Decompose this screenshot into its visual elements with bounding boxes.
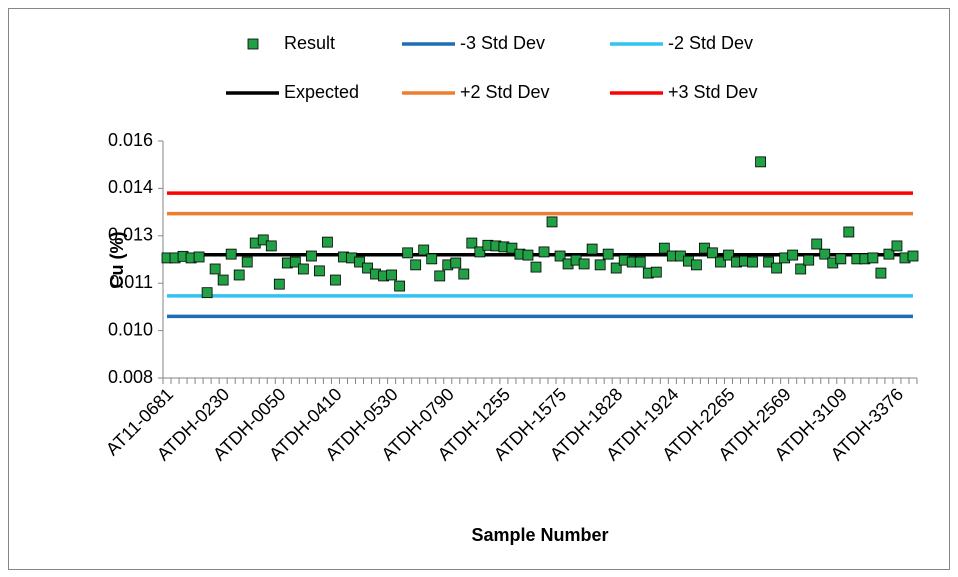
x-axis-title: Sample Number [471, 525, 608, 545]
data-point [650, 266, 662, 278]
legend-label: Result [284, 33, 335, 53]
data-point [314, 265, 325, 277]
data-point [578, 258, 590, 270]
data-point [546, 216, 558, 228]
data-point [209, 263, 221, 275]
data-point [787, 249, 799, 261]
data-point [691, 259, 702, 271]
data-point [386, 269, 398, 281]
data-point [658, 242, 670, 254]
data-point [426, 253, 438, 265]
data-point [289, 256, 301, 268]
data-point [305, 250, 317, 262]
y-tick-label: 0.010 [108, 319, 153, 339]
data-point [715, 256, 726, 268]
chart-border [8, 8, 950, 570]
data-point [538, 246, 550, 258]
data-point [458, 268, 470, 280]
y-tick-label: 0.014 [108, 177, 153, 197]
data-point [891, 240, 903, 252]
data-point [394, 280, 406, 292]
data-point [506, 242, 518, 254]
y-tick-label: 0.013 [108, 225, 153, 245]
data-point [241, 256, 253, 268]
data-point [322, 236, 333, 248]
data-point [362, 262, 373, 274]
y-tick-label: 0.011 [109, 272, 153, 292]
data-point [875, 267, 887, 279]
data-point [747, 256, 758, 268]
data-point [843, 226, 855, 238]
data-point [811, 238, 823, 250]
data-point [723, 249, 734, 261]
data-point [634, 256, 646, 268]
data-point [466, 237, 478, 249]
data-point [402, 247, 414, 259]
data-point [803, 254, 815, 266]
data-point [594, 259, 606, 271]
data-point [867, 252, 879, 264]
data-point [201, 287, 213, 299]
data-point [297, 263, 309, 275]
legend-marker [247, 38, 259, 50]
data-point [434, 270, 446, 282]
data-point [835, 253, 847, 265]
data-point [883, 248, 895, 260]
data-point [763, 256, 775, 268]
legend-label: Expected [284, 82, 359, 102]
data-point [354, 256, 365, 268]
data-point [193, 251, 205, 263]
data-point [907, 250, 919, 262]
data-point [586, 243, 598, 255]
legend-label: +2 Std Dev [460, 82, 550, 102]
data-point [273, 278, 285, 290]
legend-label: -3 Std Dev [460, 33, 545, 53]
data-point [450, 257, 462, 269]
y-axis-title: Cu (%) [107, 232, 127, 289]
data-point [410, 259, 422, 271]
data-point [265, 240, 277, 252]
data-point [795, 263, 807, 275]
legend-label: -2 Std Dev [668, 33, 753, 53]
data-point [418, 244, 430, 256]
data-point [755, 156, 766, 168]
data-point [610, 262, 622, 274]
data-point [522, 249, 534, 261]
data-point [330, 274, 341, 286]
data-point [819, 248, 831, 260]
data-point [474, 246, 486, 258]
data-point [233, 269, 245, 281]
y-tick-label: 0.016 [108, 130, 153, 150]
y-tick-label: 0.008 [108, 367, 153, 387]
data-point [602, 248, 614, 260]
data-point [707, 247, 718, 259]
data-point [225, 248, 237, 260]
data-point [257, 234, 269, 246]
data-point [771, 262, 783, 274]
legend-label: +3 Std Dev [668, 82, 758, 102]
data-point [217, 274, 229, 286]
data-point [554, 250, 566, 262]
data-point [530, 261, 542, 273]
